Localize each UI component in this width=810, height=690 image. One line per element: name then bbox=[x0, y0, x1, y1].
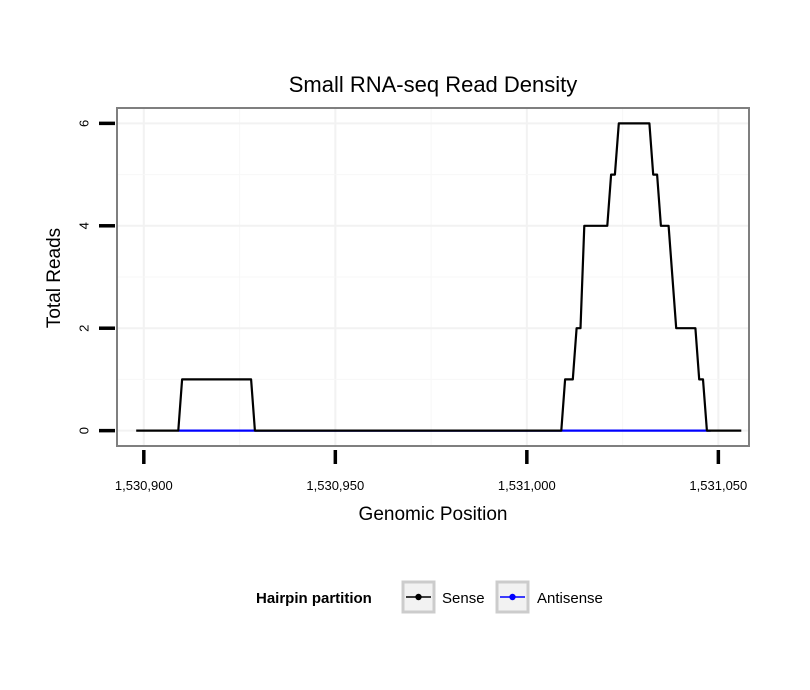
legend-label-sense: Sense bbox=[442, 590, 485, 607]
legend-title: Hairpin partition bbox=[256, 590, 372, 607]
y-axis: 0 2 4 6 bbox=[76, 120, 115, 434]
y-tick-label: 2 bbox=[76, 325, 91, 332]
y-tick-label: 6 bbox=[76, 120, 91, 127]
series-layer bbox=[136, 122, 742, 432]
x-tick-label: 1,530,900 bbox=[115, 478, 173, 493]
legend-marker-antisense bbox=[509, 593, 516, 601]
x-tick-label: 1,530,950 bbox=[306, 478, 364, 493]
x-axis: 1,530,900 1,530,950 1,531,000 1,531,050 bbox=[115, 450, 747, 493]
x-tick-label: 1,531,050 bbox=[689, 478, 747, 493]
x-tick-label: 1,531,000 bbox=[498, 478, 556, 493]
legend-marker-sense bbox=[415, 593, 422, 601]
y-tick-label: 4 bbox=[76, 222, 91, 229]
x-axis-label: Genomic Position bbox=[359, 504, 508, 525]
chart-title: Small RNA-seq Read Density bbox=[289, 72, 578, 97]
series-line-sense bbox=[136, 122, 742, 432]
legend-label-antisense: Antisense bbox=[537, 590, 603, 607]
y-tick-label: 0 bbox=[76, 427, 91, 434]
y-axis-label: Total Reads bbox=[44, 228, 65, 328]
legend: Hairpin partition Sense Antisense bbox=[256, 580, 603, 614]
